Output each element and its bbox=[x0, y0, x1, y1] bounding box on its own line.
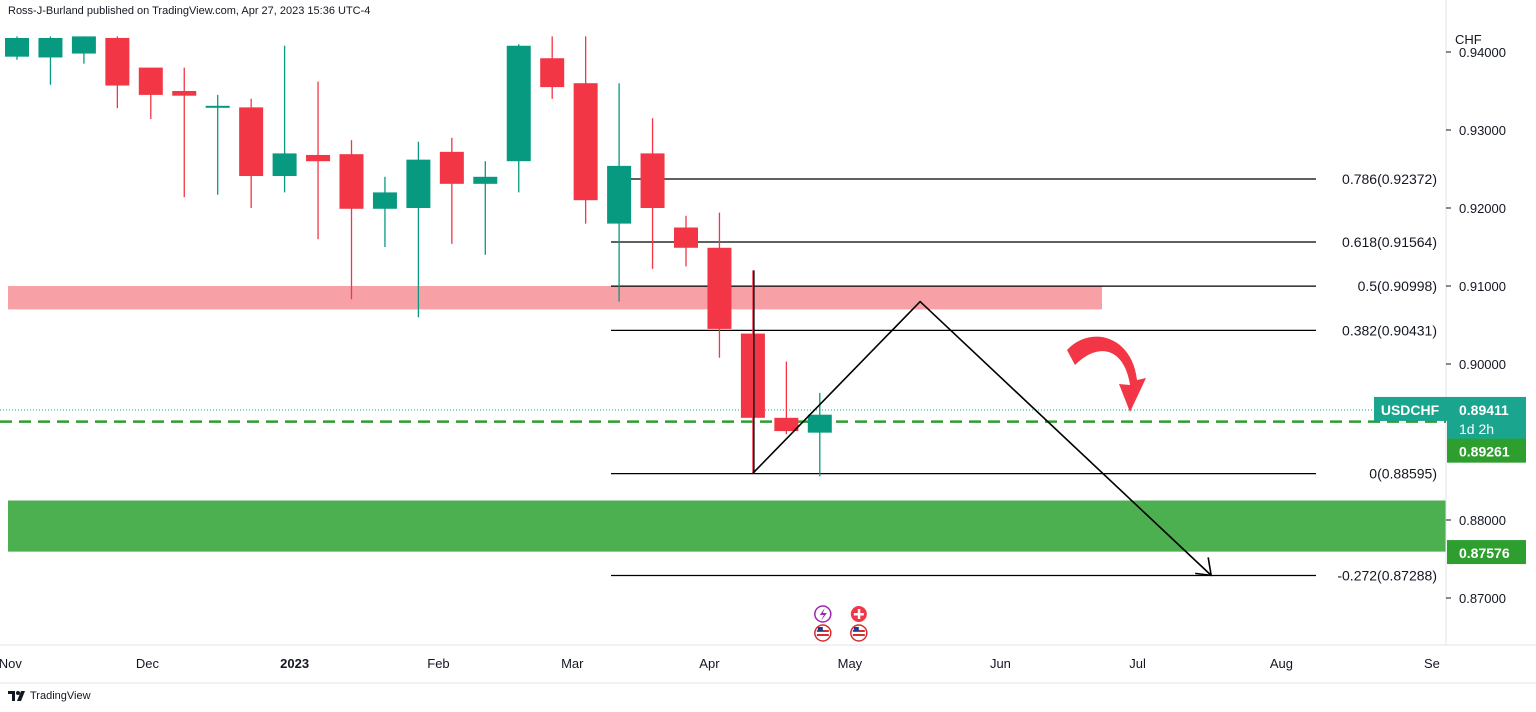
candle-body bbox=[707, 247, 732, 329]
candle-body bbox=[172, 91, 197, 96]
time-tick-label: Nov bbox=[0, 656, 22, 671]
time-tick-label: Jun bbox=[990, 656, 1011, 671]
candle-body bbox=[339, 154, 364, 209]
price-tick-label: 0.91000 bbox=[1459, 279, 1506, 294]
zones-layer bbox=[8, 286, 1446, 553]
grid-layer bbox=[0, 0, 1536, 684]
candle-body bbox=[272, 153, 297, 177]
currency-label: CHF bbox=[1455, 32, 1482, 47]
support-level-value: 0.87576 bbox=[1459, 545, 1510, 561]
time-tick-label: May bbox=[838, 656, 863, 671]
candles-layer bbox=[5, 36, 832, 477]
candle-body bbox=[774, 417, 799, 432]
forecast-arrow-layer bbox=[1067, 336, 1146, 412]
time-tick-label: Jul bbox=[1129, 656, 1146, 671]
projection-arrowhead bbox=[1195, 557, 1213, 577]
time-axis: Nov Dec 2023 Feb Mar Apr May Jun Jul Aug Se bbox=[0, 656, 1440, 671]
fibonacci-layer: 0.786(0.92372) 0.618(0.91564) 0.5(0.90998)… bbox=[0, 171, 1446, 584]
us-flag-icon bbox=[814, 624, 832, 642]
candle-body bbox=[38, 37, 63, 58]
price-tick-label: 0.94000 bbox=[1459, 45, 1506, 60]
time-tick-label: Aug bbox=[1270, 656, 1293, 671]
symbol-tag bbox=[1374, 396, 1447, 421]
time-tick-label: Feb bbox=[427, 656, 449, 671]
time-tick-label: Se bbox=[1424, 656, 1440, 671]
bar-countdown: 1d 2h bbox=[1459, 421, 1494, 437]
price-axis: 0.94000 0.93000 0.92000 0.91000 0.90000 0.880… bbox=[1446, 32, 1506, 606]
fib-level-label: 0.786(0.92372) bbox=[1342, 171, 1437, 187]
candle-body bbox=[807, 414, 832, 433]
candle-body bbox=[506, 45, 531, 162]
last-price-value: 0.89411 bbox=[1459, 402, 1509, 418]
health-event-icon bbox=[850, 606, 867, 622]
projection-path bbox=[752, 300, 1212, 576]
publisher-header: Ross-J-Burland published on TradingView.… bbox=[8, 5, 371, 17]
projection-layer bbox=[752, 270, 1213, 577]
candle-body bbox=[71, 36, 96, 54]
fib-level-label: 0(0.88595) bbox=[1369, 466, 1437, 482]
fib-level-label: 0.618(0.91564) bbox=[1342, 234, 1437, 250]
flag-stripe bbox=[816, 634, 829, 636]
price-tags-layer: USDCHF 0.89411 1d 2h 0.89261 0.87576 bbox=[1374, 396, 1526, 565]
dashed-level-value: 0.89261 bbox=[1459, 444, 1510, 460]
time-tick-label: Dec bbox=[136, 656, 160, 671]
us-flag-icon bbox=[850, 624, 868, 642]
time-tick-label: Mar bbox=[561, 656, 584, 671]
events-layer bbox=[814, 605, 868, 642]
candle-body bbox=[239, 107, 264, 177]
support-zone bbox=[8, 500, 1446, 552]
earnings-event-icon bbox=[814, 605, 832, 623]
dashed-level-tag bbox=[1447, 438, 1526, 463]
price-tick-label: 0.90000 bbox=[1459, 357, 1506, 372]
candle-body bbox=[640, 153, 665, 208]
time-tick-label: Apr bbox=[699, 656, 720, 671]
plus-icon-h bbox=[853, 613, 864, 616]
candle-body bbox=[372, 192, 397, 209]
fib-level-label: -0.272(0.87288) bbox=[1337, 568, 1437, 584]
candle-body bbox=[306, 154, 331, 162]
fib-level-label: 0.5(0.90998) bbox=[1358, 278, 1437, 294]
support-level-tag bbox=[1447, 540, 1526, 565]
last-price-tag bbox=[1447, 396, 1526, 439]
tradingview-brand-label: TradingView bbox=[30, 690, 91, 702]
price-tick-label: 0.88000 bbox=[1459, 513, 1506, 528]
candle-body bbox=[540, 58, 565, 88]
price-tick-label: 0.93000 bbox=[1459, 123, 1506, 138]
time-tick-label: 2023 bbox=[280, 656, 309, 671]
candle-body bbox=[205, 105, 230, 108]
candle-body bbox=[406, 159, 431, 208]
lightning-bolt-icon bbox=[819, 608, 827, 621]
forecast-arrow-icon bbox=[1067, 336, 1146, 412]
tradingview-footer: TradingView bbox=[8, 690, 91, 702]
candle-body bbox=[607, 165, 632, 224]
candle-body bbox=[138, 67, 163, 95]
candle-body bbox=[674, 227, 698, 248]
candle-body bbox=[439, 151, 464, 184]
tradingview-logo-icon bbox=[8, 691, 25, 701]
flag-canton bbox=[817, 627, 823, 631]
resistance-zone bbox=[8, 286, 1102, 310]
candle-body bbox=[740, 333, 765, 418]
price-tick-label: 0.92000 bbox=[1459, 201, 1506, 216]
flag-canton bbox=[853, 627, 859, 631]
symbol-tag-label: USDCHF bbox=[1381, 402, 1440, 418]
flag-stripe bbox=[852, 634, 865, 636]
fib-level-label: 0.382(0.90431) bbox=[1342, 322, 1437, 338]
candle-body bbox=[105, 37, 130, 86]
candle-body bbox=[5, 37, 29, 57]
price-tick-label: 0.87000 bbox=[1459, 591, 1506, 606]
candle-body bbox=[473, 176, 498, 184]
candle-body bbox=[573, 83, 598, 201]
